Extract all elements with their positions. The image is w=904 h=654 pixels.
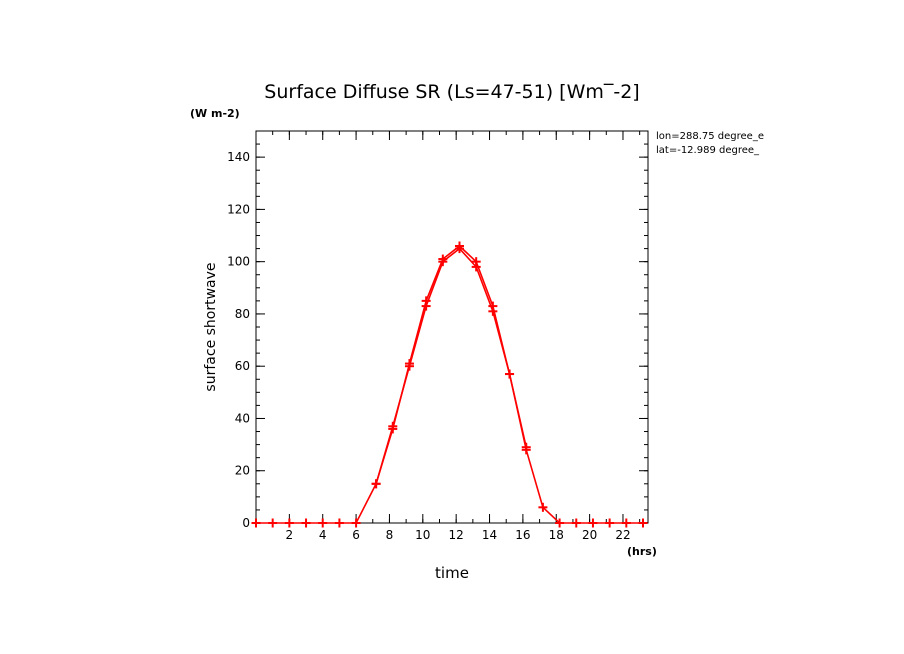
x-tick-label: 10 — [415, 528, 430, 542]
y-tick-label: 120 — [227, 202, 250, 216]
data-point — [605, 518, 615, 528]
data-point — [505, 369, 515, 379]
x-tick-label: 8 — [386, 528, 394, 542]
y-axis-label: surface shortwave — [203, 262, 219, 391]
y-tick-label: 80 — [235, 307, 250, 321]
x-tick-label: 14 — [482, 528, 497, 542]
data-point — [538, 502, 548, 512]
data-point — [388, 421, 398, 431]
data-point — [371, 479, 381, 489]
data-point — [301, 518, 311, 528]
data-series — [251, 241, 648, 528]
chart-title: Surface Diffuse SR (Ls=47-51) [Wm‾-2] — [264, 81, 639, 103]
x-tick-label: 2 — [286, 528, 294, 542]
y-tick-label: 40 — [235, 411, 250, 425]
data-point — [621, 518, 631, 528]
annotation-lat: lat=-12.989 degree_ — [656, 145, 760, 156]
data-point — [555, 518, 565, 528]
plot-area-frame — [255, 130, 649, 524]
data-point — [488, 306, 498, 316]
x-tick-label: 6 — [352, 528, 360, 542]
data-point — [455, 244, 465, 254]
data-point — [438, 257, 448, 267]
y-tick-label: 100 — [227, 255, 250, 269]
x-tick-label: 16 — [515, 528, 530, 542]
data-point — [334, 518, 344, 528]
x-tick-label: 20 — [582, 528, 597, 542]
annotation-lon: lon=288.75 degree_e — [656, 131, 764, 142]
series-line-1 — [256, 244, 643, 524]
data-point — [638, 518, 648, 528]
x-tick-label: 12 — [449, 528, 464, 542]
data-point — [251, 518, 261, 528]
data-point — [521, 442, 531, 452]
x-tick-label: 18 — [549, 528, 564, 542]
units-label: (W m-2) — [190, 107, 240, 120]
data-point — [571, 518, 581, 528]
y-tick-label: 60 — [235, 359, 250, 373]
series-line-2 — [375, 247, 528, 485]
data-point — [351, 518, 361, 528]
x-tick-label: 22 — [615, 528, 630, 542]
x-axis-label: time — [435, 564, 469, 582]
data-point — [284, 518, 294, 528]
data-point — [588, 518, 598, 528]
x-units-label: (hrs) — [627, 545, 657, 558]
data-point — [268, 518, 278, 528]
y-tick-label: 0 — [242, 516, 250, 530]
x-tick-label: 4 — [319, 528, 327, 542]
y-tick-label: 140 — [227, 150, 250, 164]
y-tick-label: 20 — [235, 464, 250, 478]
data-point — [404, 361, 414, 371]
axes: 2 4 6 8 10 12 14 16 18 20 22 0 20 40 60 80 100 120 140 — [227, 131, 648, 542]
data-point — [318, 518, 328, 528]
data-point — [471, 262, 481, 272]
data-point — [421, 301, 431, 311]
